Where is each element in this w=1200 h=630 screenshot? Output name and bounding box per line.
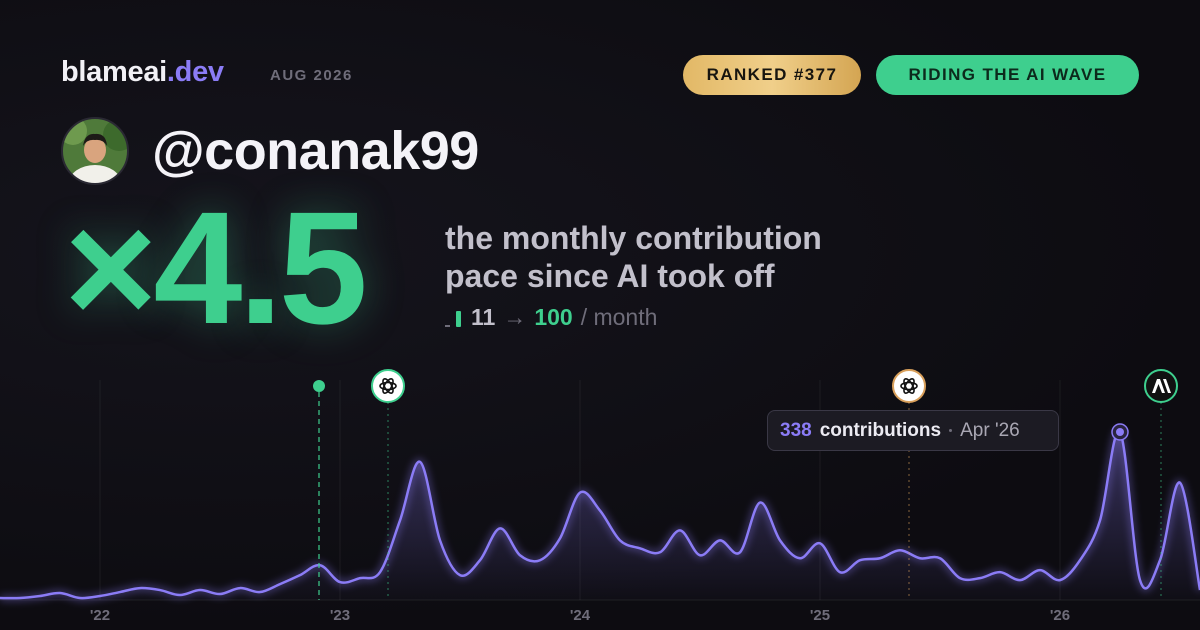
highlight-point (1116, 428, 1124, 436)
tooltip-separator (949, 429, 953, 432)
status-badge: RIDING THE AI WAVE (876, 55, 1139, 95)
description-line: pace since AI took off (445, 258, 775, 294)
openai-icon (892, 369, 926, 403)
tooltip-value: 338 (780, 419, 812, 441)
anthropic-icon (1144, 369, 1178, 403)
brand-name: blameai (61, 56, 167, 88)
description: the monthly contribution pace since AI t… (445, 219, 822, 295)
brand: blameai.dev (61, 56, 224, 89)
pace: 11 → 100 / month (445, 304, 657, 331)
tooltip-label: contributions (819, 419, 942, 441)
pace-unit: / month (580, 304, 658, 330)
brand-tld: .dev (166, 56, 224, 88)
date: AUG 2026 (270, 67, 353, 84)
tooltip: 338 contributions Apr '26 (767, 410, 1059, 451)
pace-arrow: → (503, 304, 527, 330)
x-tick-label: '26 (1050, 607, 1070, 624)
x-tick-label: '24 (570, 607, 591, 624)
rank-badge: RANKED #377 (683, 55, 861, 95)
x-tick-label: '22 (90, 607, 110, 624)
pace-after: 100 (534, 304, 573, 330)
area (0, 431, 1200, 600)
pace-icon (445, 310, 461, 327)
description-line: the monthly contribution (445, 220, 822, 256)
event-dot (313, 380, 325, 392)
line (0, 430, 1200, 600)
x-tick-label: '25 (810, 607, 830, 624)
tooltip-date: Apr '26 (960, 419, 1020, 441)
pace-before: 11 (471, 304, 496, 330)
avatar (61, 117, 129, 185)
x-tick-label: '23 (330, 607, 350, 624)
event-markers (313, 369, 1178, 600)
multiplier: ×4.5 (64, 178, 368, 357)
handle: @conanak99 (152, 121, 479, 181)
plot: '22 '23 '24 '25 '26 (0, 380, 1200, 624)
openai-icon (371, 369, 405, 403)
